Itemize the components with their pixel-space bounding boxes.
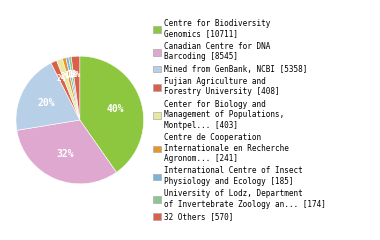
Wedge shape: [17, 120, 116, 184]
Text: 32%: 32%: [57, 149, 74, 159]
Text: 2%: 2%: [60, 72, 70, 81]
Legend: Centre for Biodiversity
Genomics [10711], Canadian Centre for DNA
Barcoding [854: Centre for Biodiversity Genomics [10711]…: [152, 18, 326, 222]
Wedge shape: [57, 59, 80, 120]
Wedge shape: [51, 60, 80, 120]
Text: 20%: 20%: [38, 98, 55, 108]
Wedge shape: [71, 56, 80, 120]
Text: 2%: 2%: [72, 70, 81, 79]
Wedge shape: [69, 57, 80, 120]
Wedge shape: [66, 57, 80, 120]
Wedge shape: [80, 56, 144, 172]
Wedge shape: [16, 63, 80, 130]
Text: 1%: 1%: [68, 70, 77, 79]
Text: 2%: 2%: [57, 73, 66, 83]
Text: 40%: 40%: [106, 104, 124, 114]
Wedge shape: [62, 58, 80, 120]
Text: 1%: 1%: [64, 71, 73, 80]
Text: 1%: 1%: [66, 70, 75, 79]
